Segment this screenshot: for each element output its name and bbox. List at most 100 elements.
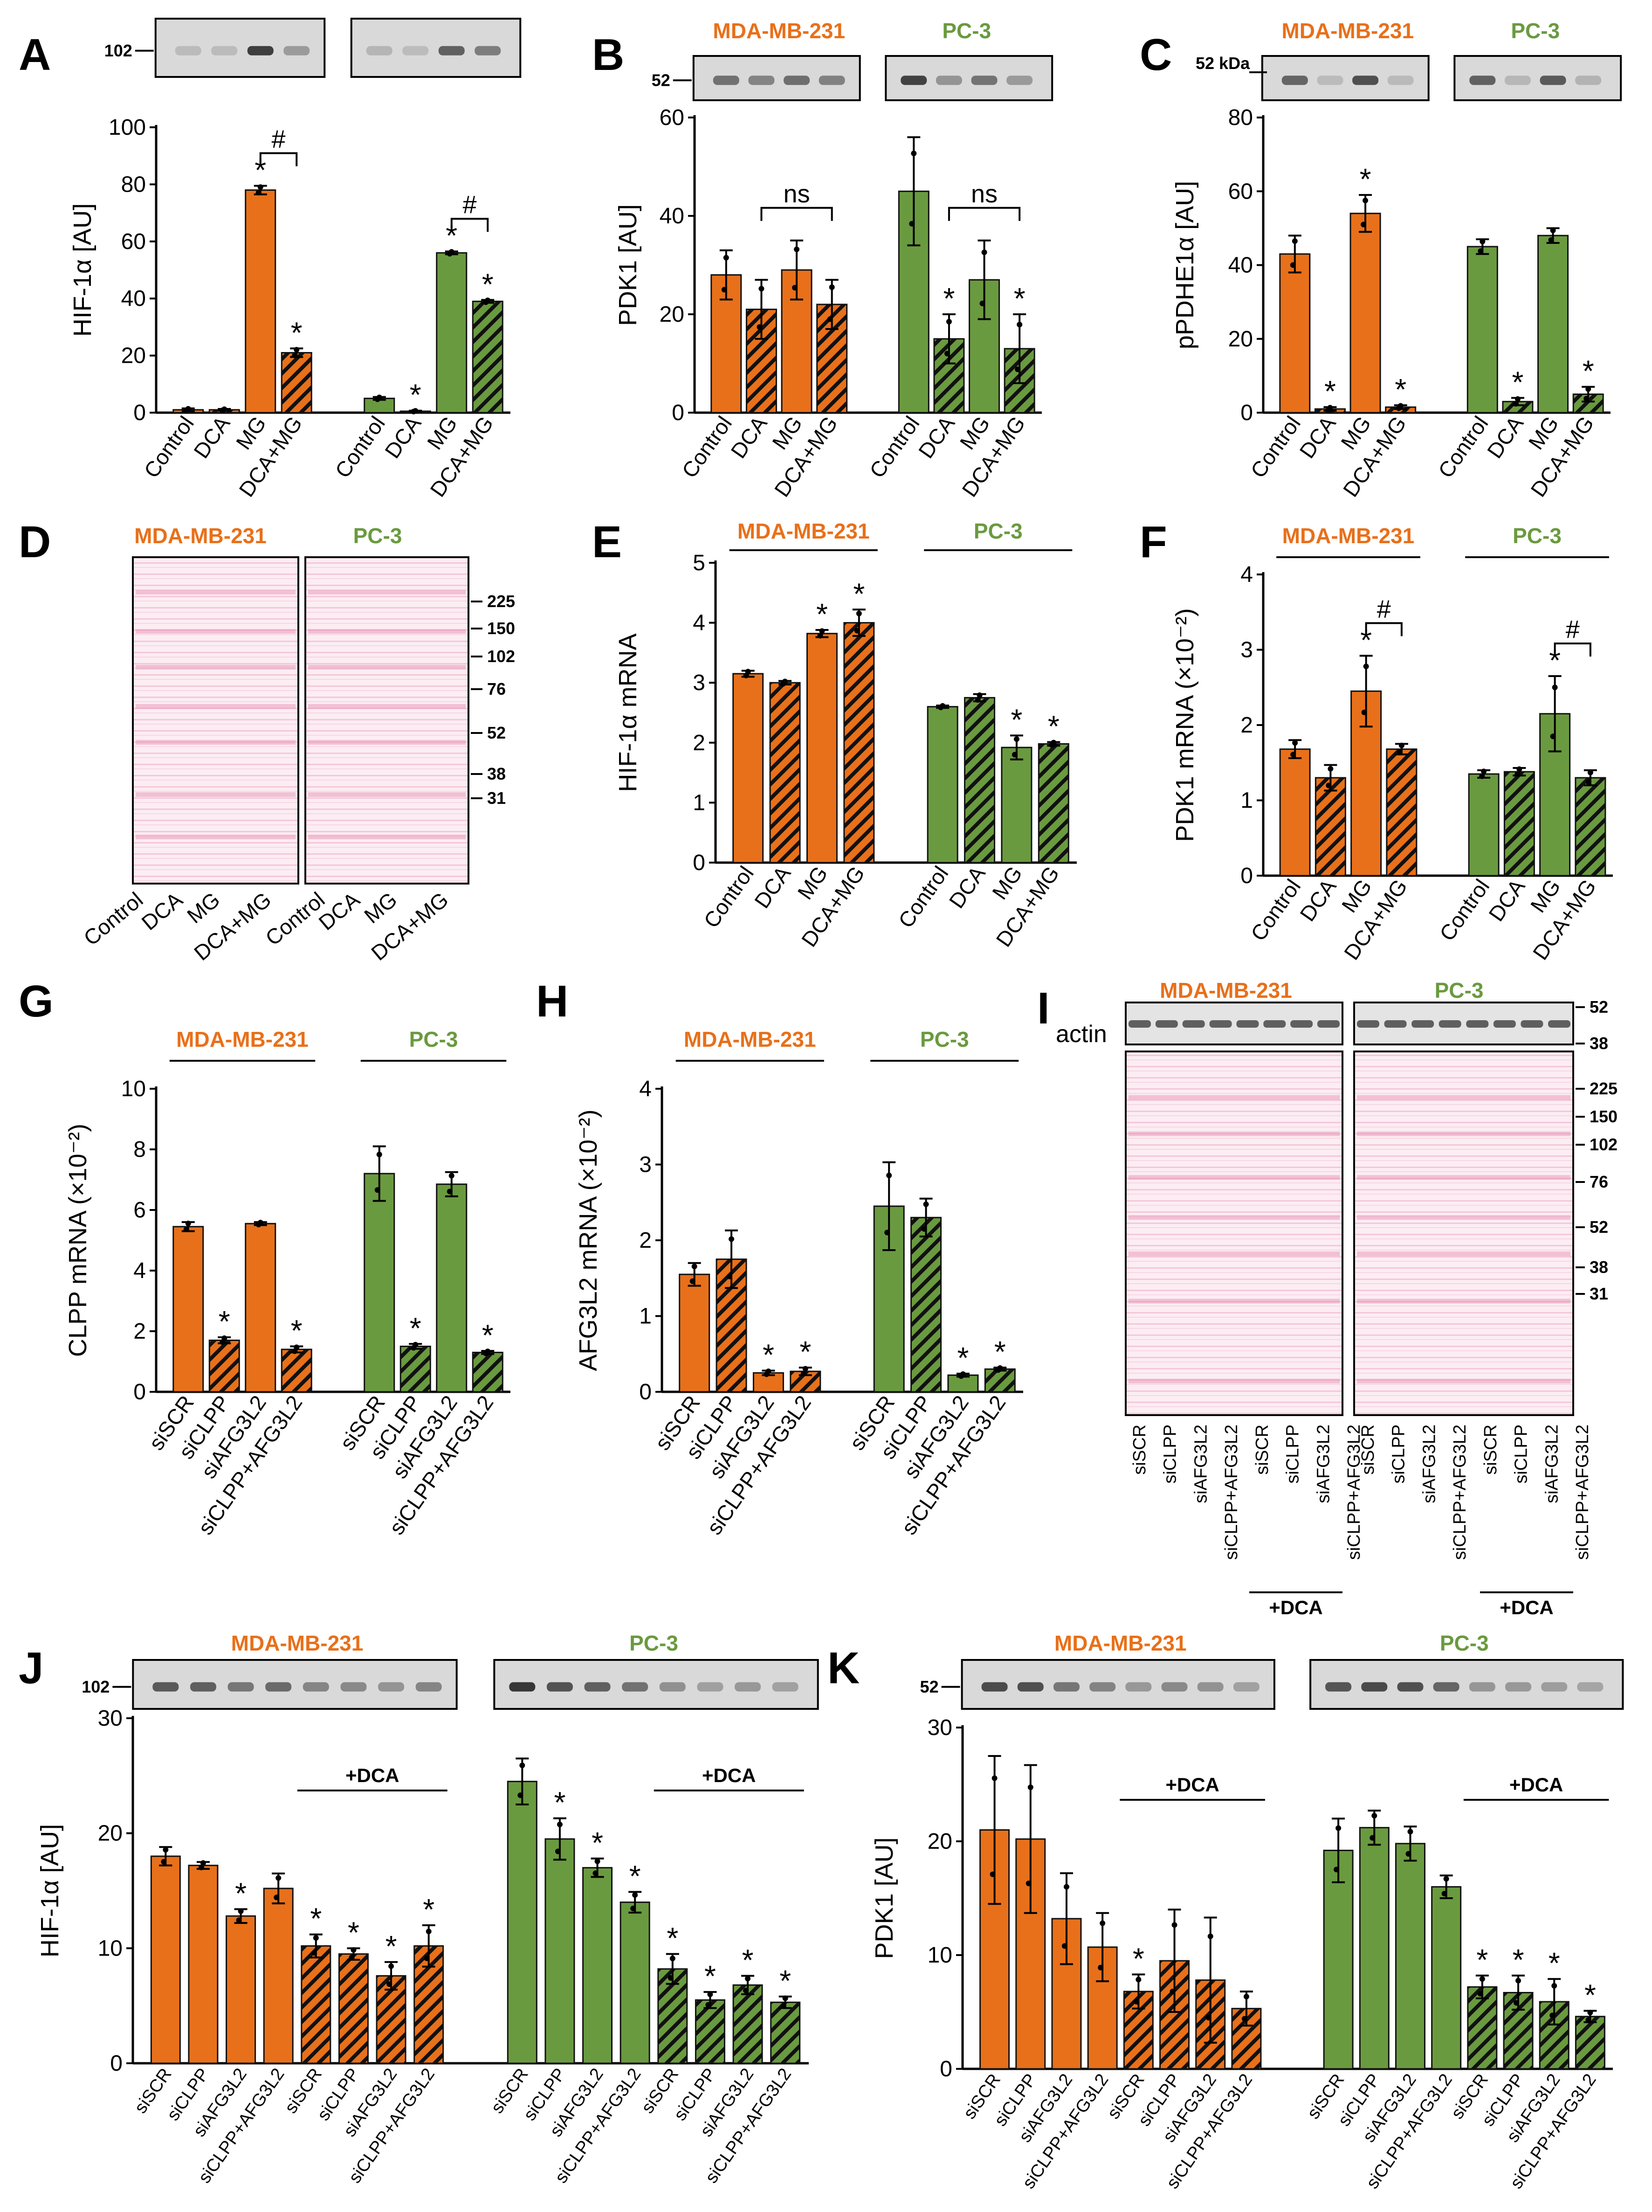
data-point [854,628,860,634]
data-point [1205,2015,1211,2021]
data-point [1441,1891,1447,1897]
western-blot [1309,1659,1624,1710]
blot-band [1387,76,1414,85]
cell-line-label-pc3: PC-3 [942,19,991,43]
stain-band [1129,1299,1340,1304]
category-label: DCA [137,887,187,935]
blot-band [1006,76,1033,85]
blot-band [340,1682,367,1692]
y-tick-label: 0 [940,2057,952,2081]
bar [1431,1886,1462,2070]
significance-star: * [763,1338,774,1372]
data-point [274,1894,280,1901]
blot-band [1053,1682,1080,1692]
category-label: siCLPP [1512,1424,1531,1484]
significance-star: * [1583,354,1594,388]
category-label: DCA [914,412,959,463]
mw-marker: 150 [1590,1107,1618,1126]
blot-band [1521,1020,1543,1028]
data-point [426,1929,432,1935]
data-point [1587,769,1593,775]
bar [843,622,875,864]
data-point [1479,1976,1485,1982]
data-point [238,1908,244,1914]
blot-band [735,1682,761,1692]
data-point [758,286,764,292]
data-point [757,324,763,330]
cell-line-label-pc3: PC-3 [409,1027,458,1051]
category-label: siCLPP+AFG3L2 [1450,1424,1470,1560]
blot-band [1466,1020,1489,1028]
data-point [1587,2010,1593,2016]
mw-marker: 102 [1590,1135,1618,1154]
data-point [1361,709,1367,715]
bar [1001,747,1032,864]
y-tick-label: 0 [133,401,146,425]
data-point [292,1348,298,1354]
mw-marker: 52 [652,70,670,90]
data-point [923,1201,929,1207]
significance-star: * [779,1964,791,1998]
y-tick-label: 10 [98,1936,123,1961]
significance-star: * [1324,374,1336,408]
stain-band [136,704,296,709]
data-point [884,1230,890,1236]
mw-marker: 31 [487,788,506,808]
significance-star: * [816,597,828,631]
bar [172,1226,204,1393]
blot-band [748,76,775,85]
blot-band [1469,76,1496,85]
mw-marker: 102 [487,647,515,666]
mw-marker: 102 [82,1677,110,1696]
data-point [374,396,380,402]
data-point [517,1792,523,1798]
data-point [255,1222,262,1228]
bar [732,1984,763,2064]
bracket-label: ns [784,180,810,208]
stain-band [136,665,296,670]
stain-band [136,590,296,594]
significance-star: * [410,378,421,412]
data-point [185,1220,191,1226]
dca-label: +DCA [345,1764,399,1786]
data-point [1363,198,1369,204]
bar [436,252,468,414]
y-tick-label: 1 [693,790,705,815]
y-axis-label: HIF-1α [AU] [36,1824,64,1957]
blot-band [1469,1682,1495,1692]
data-point [1552,684,1558,691]
data-point [1585,779,1591,785]
data-point [1171,1922,1177,1928]
category-label: DCA [1484,875,1529,926]
y-axis-label: pPDHE1α [AU] [1171,181,1199,349]
panel-d: D MDA-MB-231 PC-322515010276523831ControlD… [19,517,515,965]
data-point [447,251,453,257]
y-tick-label: 4 [639,1077,652,1101]
category-label: siSCR [1130,1424,1150,1475]
data-point [448,1173,454,1179]
blot-band [1548,1020,1570,1028]
significance-star: * [554,1786,565,1819]
data-point [1290,752,1296,758]
stain-band [136,835,296,839]
cell-line-label-pc3: PC-3 [1440,1631,1489,1655]
blot-band [1182,1020,1205,1028]
western-blot [961,1659,1275,1710]
significance-star: * [1048,710,1060,743]
category-label: siSCR [1253,1424,1272,1475]
data-point [1361,221,1367,228]
data-point [1328,766,1334,772]
actin-label: actin [1056,1021,1107,1048]
mw-marker: 102 [104,41,132,60]
category-label: siCLPP [1161,1424,1180,1484]
data-point [911,151,917,157]
category-label: DCA [726,412,771,463]
bar [281,1348,312,1393]
category-label: siSCR [1358,1424,1378,1475]
category-label: siAFG3L2 [1419,1424,1439,1503]
data-point [743,672,749,678]
data-point [311,1950,317,1956]
